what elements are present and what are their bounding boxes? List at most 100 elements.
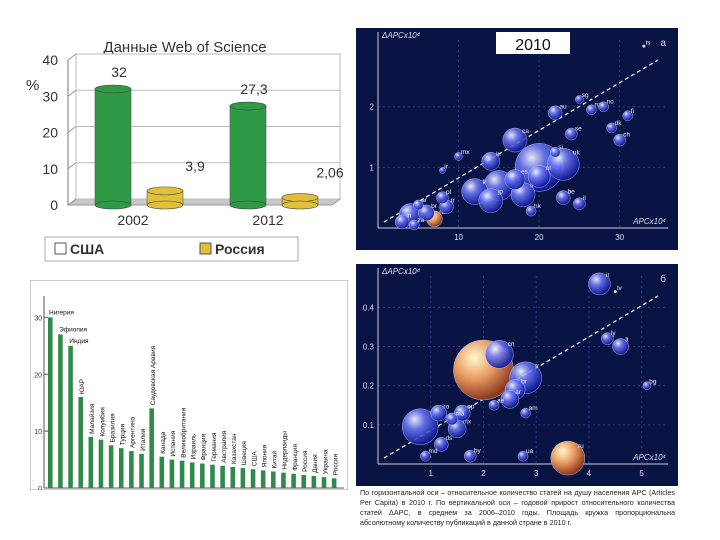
- legend-label-usa: США: [70, 241, 104, 257]
- bar: [210, 464, 215, 488]
- bubble-label: nz: [594, 102, 601, 109]
- bar: [169, 459, 175, 488]
- bubble-label: br: [431, 203, 438, 210]
- bar-label: 32: [111, 64, 127, 80]
- y-tick-label: 10: [42, 161, 58, 177]
- bubble: [642, 44, 646, 48]
- y-axis-label: ΔAPCx10⁴: [381, 267, 421, 276]
- bar-category-label: ЮАР: [79, 379, 86, 394]
- bubble-label: tr: [535, 363, 540, 370]
- y-tick-label: 2: [370, 103, 375, 112]
- bubble-label: in: [406, 213, 411, 220]
- bubble-label: lt: [625, 337, 628, 344]
- chart-title: Данные Web of Science: [103, 39, 266, 56]
- x-tick-label: 2: [481, 469, 486, 478]
- bubble: [445, 412, 459, 426]
- bubble-label: hk: [534, 203, 542, 210]
- bar-category-label: Япония: [261, 444, 268, 467]
- bubble: [556, 190, 571, 205]
- bar: [281, 472, 286, 488]
- bubble: [454, 404, 471, 422]
- bar-category-label: Великобритания: [179, 407, 187, 457]
- bar: [129, 451, 134, 488]
- bar: [139, 453, 144, 488]
- bar-category-label: Украина: [322, 449, 329, 474]
- y-tick-label: 0.2: [363, 382, 375, 391]
- bar-category-label: Швеция: [241, 441, 248, 465]
- bubble: [520, 407, 531, 419]
- bubble-label: fr: [482, 179, 487, 186]
- x-tick-label: 10: [454, 233, 463, 242]
- bubble: [606, 122, 617, 134]
- bar-category-label: Бразилия: [109, 413, 116, 442]
- bar-top: [281, 193, 319, 202]
- bubble-label: fi: [631, 108, 634, 115]
- bar: [229, 105, 267, 206]
- chart-title: 2010: [515, 37, 551, 54]
- x-axis-label: APCx10⁴: [632, 217, 666, 226]
- bar: [48, 317, 53, 488]
- bar: [94, 88, 132, 206]
- bar: [159, 456, 165, 488]
- bubble: [409, 219, 420, 231]
- bubble-label: ru: [578, 443, 584, 450]
- bubble-label: is: [646, 39, 651, 46]
- x-axis-label: APCx10⁴: [632, 453, 666, 462]
- bar-category-label: Испания: [170, 430, 177, 456]
- bar: [78, 397, 83, 488]
- bar-label: 2,06: [316, 165, 343, 181]
- y-tick-label: 30: [34, 315, 42, 322]
- title-box: [496, 32, 570, 54]
- bar-category-label: Франция: [292, 444, 299, 471]
- bar: [291, 473, 296, 488]
- bar-category-label: Израиль: [191, 433, 198, 459]
- bar-label: 3,9: [185, 158, 205, 174]
- gridline-diag: [67, 89, 77, 97]
- bubble: [500, 390, 520, 409]
- bar: [179, 460, 185, 488]
- bar-category-label: Италия: [140, 428, 147, 451]
- bubble-label: ir: [606, 272, 610, 279]
- bubble-label: ca: [522, 128, 529, 135]
- bar: [260, 470, 266, 488]
- bar-label: 27,3: [240, 81, 267, 97]
- bubble: [436, 191, 449, 204]
- bubble-label: es: [521, 168, 529, 175]
- legend-swatch-russia: [199, 242, 212, 255]
- bar-top: [146, 186, 184, 196]
- x-tick-label: 5: [639, 469, 644, 478]
- bubble-label: no: [607, 99, 615, 106]
- gridline-diag: [67, 126, 77, 133]
- bar: [189, 462, 195, 488]
- bar: [311, 476, 317, 488]
- bubble-label: si: [558, 144, 563, 151]
- bubble: [418, 204, 435, 222]
- bar-category-label: Эфиопия: [59, 326, 87, 333]
- y-tick-label: 0.4: [363, 303, 375, 312]
- bar-category-label: Китай: [271, 451, 279, 469]
- bubble: [622, 110, 633, 122]
- bar-category-label: Нидерланды: [282, 431, 289, 470]
- y-tick-label: 0: [50, 197, 58, 213]
- bar-category-label: Нигерия: [49, 309, 74, 316]
- bubble-label: ly: [611, 330, 616, 337]
- gridline-diag: [67, 53, 77, 61]
- bubble: [613, 290, 617, 294]
- bar: [68, 345, 73, 488]
- y-tick-label: 0: [38, 486, 42, 490]
- bubble: [550, 146, 561, 158]
- bar: [240, 468, 246, 488]
- bar: [321, 477, 327, 488]
- bubble: [439, 167, 446, 174]
- bar-category-label: Россия: [302, 450, 309, 472]
- bar: [230, 466, 236, 488]
- bubble: [586, 104, 597, 115]
- bar: [331, 478, 337, 488]
- x-tick-label: 4: [587, 469, 592, 478]
- bubble-label: ae: [497, 397, 505, 404]
- bubble: [481, 152, 500, 171]
- y-tick-label: 1: [370, 163, 375, 172]
- bubble-label: cn: [508, 341, 515, 348]
- bar-base: [281, 200, 319, 210]
- bubble-label: lv: [617, 285, 622, 292]
